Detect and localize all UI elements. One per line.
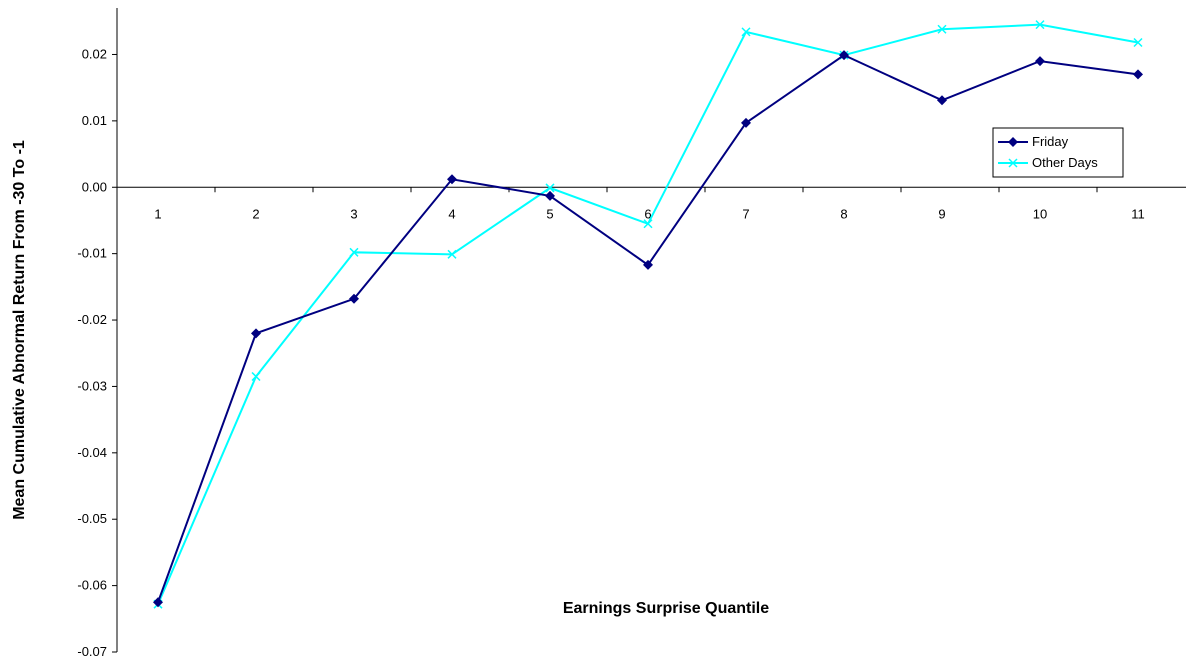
y-tick-label: -0.01 — [77, 246, 107, 261]
y-tick-label: 0.02 — [82, 46, 107, 61]
y-axis-title: Mean Cumulative Abnormal Return From -30… — [11, 140, 28, 520]
data-point-other-days — [349, 247, 359, 257]
data-point-friday — [937, 95, 947, 106]
legend-other-days-marker — [1008, 158, 1018, 168]
data-point-friday — [1035, 56, 1045, 67]
legend-other-days-label: Other Days — [1032, 155, 1098, 170]
data-point-friday — [1133, 69, 1143, 80]
data-point-other-days — [741, 27, 751, 37]
plot-area: 0.02 0.01 0.00 -0.01 -0.02 -0.03 -0.04 -0.05 -0.… — [77, 8, 1186, 659]
x-tick-label: 3 — [350, 206, 357, 221]
legend-box — [992, 127, 1124, 178]
x-tick-label: 4 — [448, 206, 455, 221]
y-tick-label: -0.06 — [77, 578, 107, 593]
y-tick-label: -0.05 — [77, 511, 107, 526]
data-point-friday — [643, 259, 653, 270]
legend-friday-marker — [1008, 137, 1018, 147]
x-tick-label: 11 — [1131, 206, 1145, 221]
legend: Friday Other Days — [992, 127, 1124, 178]
data-point-other-days — [937, 24, 947, 34]
y-tick-label: -0.07 — [77, 644, 107, 659]
y-ticks: 0.02 0.01 0.00 -0.01 -0.02 -0.03 -0.04 -0.05 -0.… — [77, 46, 117, 659]
x-tick-label: 8 — [840, 206, 847, 221]
x-axis-title: Earnings Surprise Quantile — [563, 600, 769, 617]
data-point-friday — [447, 174, 457, 185]
x-tick-label: 1 — [154, 206, 161, 221]
x-tick-label: 10 — [1033, 206, 1047, 221]
y-tick-label: -0.02 — [77, 312, 107, 327]
data-point-other-days — [545, 183, 555, 193]
series-line-friday — [157, 53, 1139, 603]
data-point-other-days — [1035, 20, 1045, 30]
x-tick-label: 6 — [644, 206, 651, 221]
y-tick-label: 0.00 — [82, 179, 107, 194]
x-ticks: 1 2 3 4 5 6 7 8 9 10 11 — [116, 187, 1145, 221]
data-point-other-days — [251, 371, 261, 382]
x-tick-label: 2 — [252, 206, 259, 221]
data-point-friday — [839, 50, 849, 61]
x-tick-label: 9 — [938, 206, 945, 221]
data-point-other-days — [447, 249, 457, 259]
data-point-friday — [545, 190, 555, 201]
series-layer — [153, 20, 1143, 609]
data-point-friday — [251, 328, 261, 339]
x-tick-label: 5 — [546, 206, 553, 221]
series-line-other-days — [157, 23, 1139, 605]
data-point-friday — [349, 293, 359, 304]
legend-friday-label: Friday — [1032, 134, 1069, 149]
data-point-other-days — [1133, 37, 1143, 48]
x-tick-label: 7 — [742, 206, 749, 221]
data-point-friday — [153, 597, 163, 608]
y-tick-label: 0.01 — [82, 113, 107, 128]
data-point-friday — [741, 117, 751, 128]
y-tick-label: -0.03 — [77, 378, 107, 393]
y-tick-label: -0.04 — [77, 445, 107, 460]
data-point-other-days — [643, 219, 653, 229]
